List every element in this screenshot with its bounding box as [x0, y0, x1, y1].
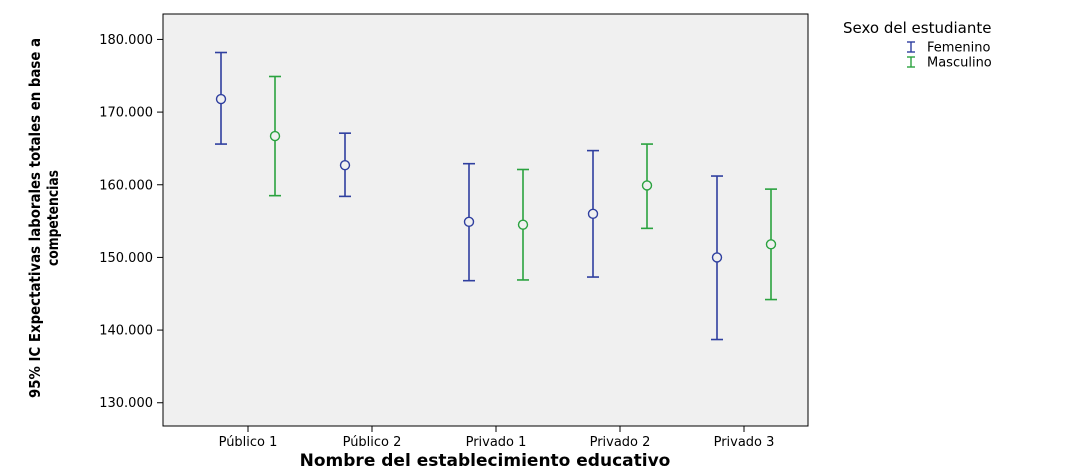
error-bar — [269, 75, 281, 197]
mean-marker — [215, 93, 227, 105]
error-bar — [641, 143, 653, 230]
y-axis: 130.000 140.000 150.000 160.000 170.000 180.0… — [99, 33, 163, 411]
mean-marker — [587, 208, 599, 220]
error-bar — [587, 149, 599, 278]
x-tick-label: Privado 2 — [590, 435, 651, 450]
y-tick-label: 170.000 — [99, 106, 153, 121]
y-tick-label: 180.000 — [99, 33, 153, 48]
x-tick-label: Privado 1 — [466, 435, 527, 450]
error-bar — [215, 51, 227, 145]
mean-marker — [711, 252, 723, 263]
x-tick-label: Público 2 — [343, 435, 402, 450]
mean-marker — [269, 130, 281, 142]
error-bars — [215, 51, 777, 341]
y-axis-label-line-2: competencias — [44, 170, 62, 266]
y-tick-label: 150.000 — [99, 251, 153, 266]
mean-marker — [463, 216, 475, 228]
y-tick-label: 140.000 — [99, 324, 153, 339]
mean-marker — [641, 180, 653, 191]
x-axis-label: Nombre del establecimiento educativo — [300, 451, 671, 466]
error-bar — [765, 188, 777, 301]
error-bar — [517, 168, 529, 281]
legend-label: Masculino — [927, 56, 992, 71]
mean-marker — [339, 159, 351, 171]
mean-marker — [765, 239, 777, 250]
x-axis: Público 1 Público 2 Privado 1 Privado 2 Priv… — [219, 426, 775, 450]
legend-item: Femenino — [907, 41, 991, 56]
y-axis-label: 95% IC Expectativas laborales totales en… — [26, 38, 62, 398]
mean-marker — [517, 219, 529, 230]
error-bar — [463, 162, 475, 282]
x-tick-label: Público 1 — [219, 435, 278, 450]
error-bar — [339, 132, 351, 198]
error-bar — [711, 175, 723, 341]
y-axis-label-line-1: 95% IC Expectativas laborales totales en… — [26, 38, 44, 398]
x-tick-label: Privado 3 — [714, 435, 775, 450]
y-tick-label: 160.000 — [99, 178, 153, 193]
plot-area — [162, 13, 809, 427]
legend-label: Femenino — [927, 41, 991, 56]
y-tick-label: 130.000 — [99, 396, 153, 411]
legend-title: Sexo del estudiante — [843, 19, 991, 37]
legend-item: Masculino — [907, 56, 992, 71]
